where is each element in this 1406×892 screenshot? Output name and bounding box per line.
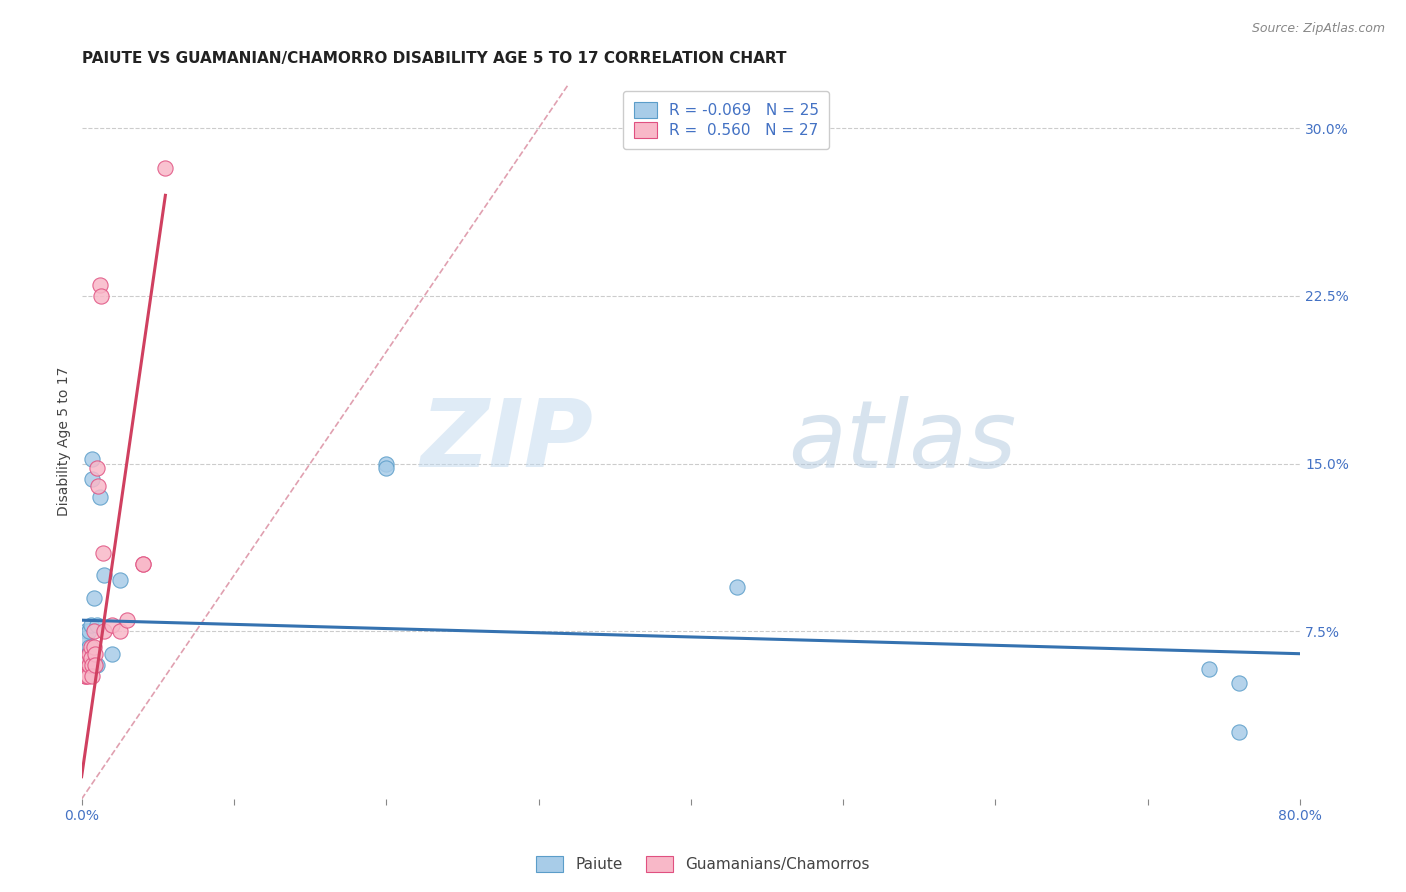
Legend: Paiute, Guamanians/Chamorros: Paiute, Guamanians/Chamorros bbox=[529, 848, 877, 880]
Point bbox=[75, 624, 97, 639]
Point bbox=[76, 669, 98, 683]
Legend: R = -0.069   N = 25, R =  0.560   N = 27: R = -0.069 N = 25, R = 0.560 N = 27 bbox=[623, 91, 830, 149]
Point bbox=[76, 657, 98, 672]
Point bbox=[84, 647, 107, 661]
Point bbox=[80, 640, 103, 654]
Point bbox=[108, 624, 131, 639]
Point bbox=[93, 568, 115, 582]
Point bbox=[76, 647, 98, 661]
Point bbox=[82, 669, 104, 683]
Point bbox=[86, 461, 108, 475]
Point bbox=[1227, 675, 1250, 690]
Point bbox=[101, 647, 124, 661]
Point bbox=[83, 591, 105, 605]
Text: ZIP: ZIP bbox=[420, 395, 593, 487]
Point bbox=[131, 558, 153, 572]
Point bbox=[82, 452, 104, 467]
Point bbox=[75, 631, 97, 645]
Point bbox=[117, 613, 139, 627]
Point bbox=[131, 558, 153, 572]
Point bbox=[72, 662, 94, 676]
Point bbox=[73, 653, 96, 667]
Point bbox=[83, 624, 105, 639]
Point bbox=[80, 657, 103, 672]
Point bbox=[86, 657, 108, 672]
Point bbox=[80, 617, 103, 632]
Text: Source: ZipAtlas.com: Source: ZipAtlas.com bbox=[1251, 22, 1385, 36]
Point bbox=[73, 669, 96, 683]
Text: atlas: atlas bbox=[789, 396, 1017, 487]
Point bbox=[77, 647, 100, 661]
Point bbox=[77, 640, 100, 654]
Point bbox=[87, 479, 110, 493]
Point bbox=[725, 580, 748, 594]
Point bbox=[108, 573, 131, 587]
Y-axis label: Disability Age 5 to 17: Disability Age 5 to 17 bbox=[58, 367, 72, 516]
Point bbox=[91, 546, 114, 560]
Point bbox=[80, 651, 103, 665]
Point bbox=[77, 657, 100, 672]
Point bbox=[84, 657, 107, 672]
Point bbox=[93, 624, 115, 639]
Point bbox=[375, 457, 398, 471]
Point bbox=[75, 669, 97, 683]
Point bbox=[82, 657, 104, 672]
Point bbox=[83, 640, 105, 654]
Point bbox=[86, 617, 108, 632]
Point bbox=[82, 472, 104, 486]
Point bbox=[101, 617, 124, 632]
Text: PAIUTE VS GUAMANIAN/CHAMORRO DISABILITY AGE 5 TO 17 CORRELATION CHART: PAIUTE VS GUAMANIAN/CHAMORRO DISABILITY … bbox=[82, 51, 786, 66]
Point bbox=[89, 490, 111, 504]
Point bbox=[375, 461, 398, 475]
Point bbox=[89, 277, 111, 292]
Point bbox=[1198, 662, 1220, 676]
Point bbox=[77, 662, 100, 676]
Point bbox=[77, 624, 100, 639]
Point bbox=[90, 289, 112, 303]
Point bbox=[84, 657, 107, 672]
Point bbox=[1227, 725, 1250, 739]
Point bbox=[155, 161, 177, 176]
